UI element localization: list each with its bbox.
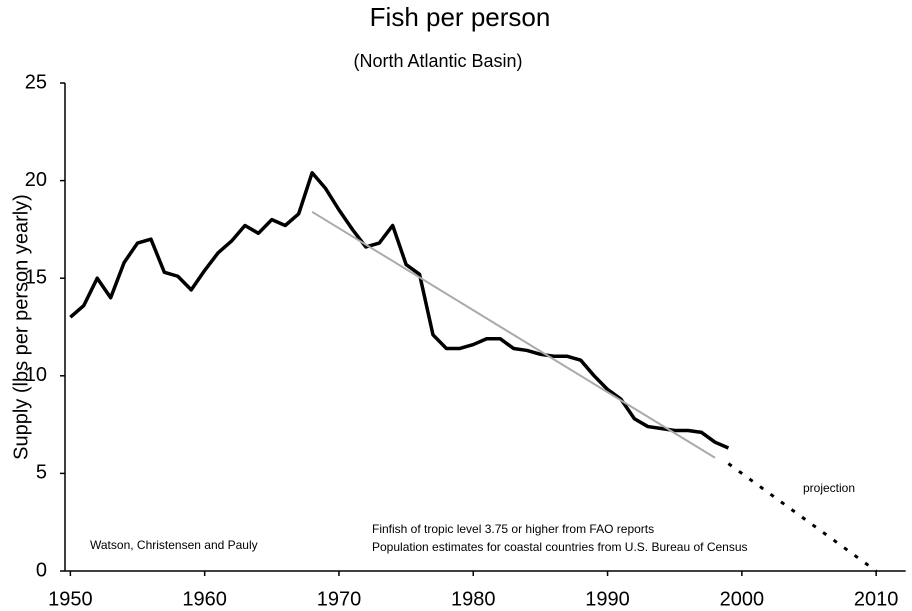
chart-subtitle: (North Atlantic Basin) bbox=[353, 51, 522, 71]
x-tick-label: 1950 bbox=[48, 588, 93, 610]
x-tick-label: 1980 bbox=[451, 588, 496, 610]
x-tick-label: 1990 bbox=[585, 588, 630, 610]
y-tick-label: 20 bbox=[25, 169, 47, 191]
y-tick-label: 10 bbox=[25, 364, 47, 386]
x-tick-label: 2010 bbox=[854, 588, 899, 610]
annotation: Population estimates for coastal countri… bbox=[372, 540, 748, 554]
y-tick-label: 25 bbox=[25, 71, 47, 93]
y-tick-label: 15 bbox=[25, 266, 47, 288]
y-axis-label: Supply (lbs per person yearly) bbox=[10, 194, 32, 460]
x-tick-label: 1960 bbox=[182, 588, 227, 610]
annotation: projection bbox=[803, 481, 855, 495]
y-tick-label: 5 bbox=[36, 462, 47, 484]
annotation: Watson, Christensen and Pauly bbox=[90, 538, 258, 552]
y-tick-label: 0 bbox=[36, 559, 47, 581]
data-line bbox=[69, 171, 730, 450]
annotation: Finfish of tropic level 3.75 or higher f… bbox=[372, 522, 654, 536]
x-tick-label: 1970 bbox=[317, 588, 362, 610]
x-tick-label: 2000 bbox=[720, 588, 765, 610]
data-line bbox=[311, 210, 716, 459]
chart-title: Fish per person bbox=[370, 2, 551, 32]
data-line bbox=[727, 462, 878, 573]
